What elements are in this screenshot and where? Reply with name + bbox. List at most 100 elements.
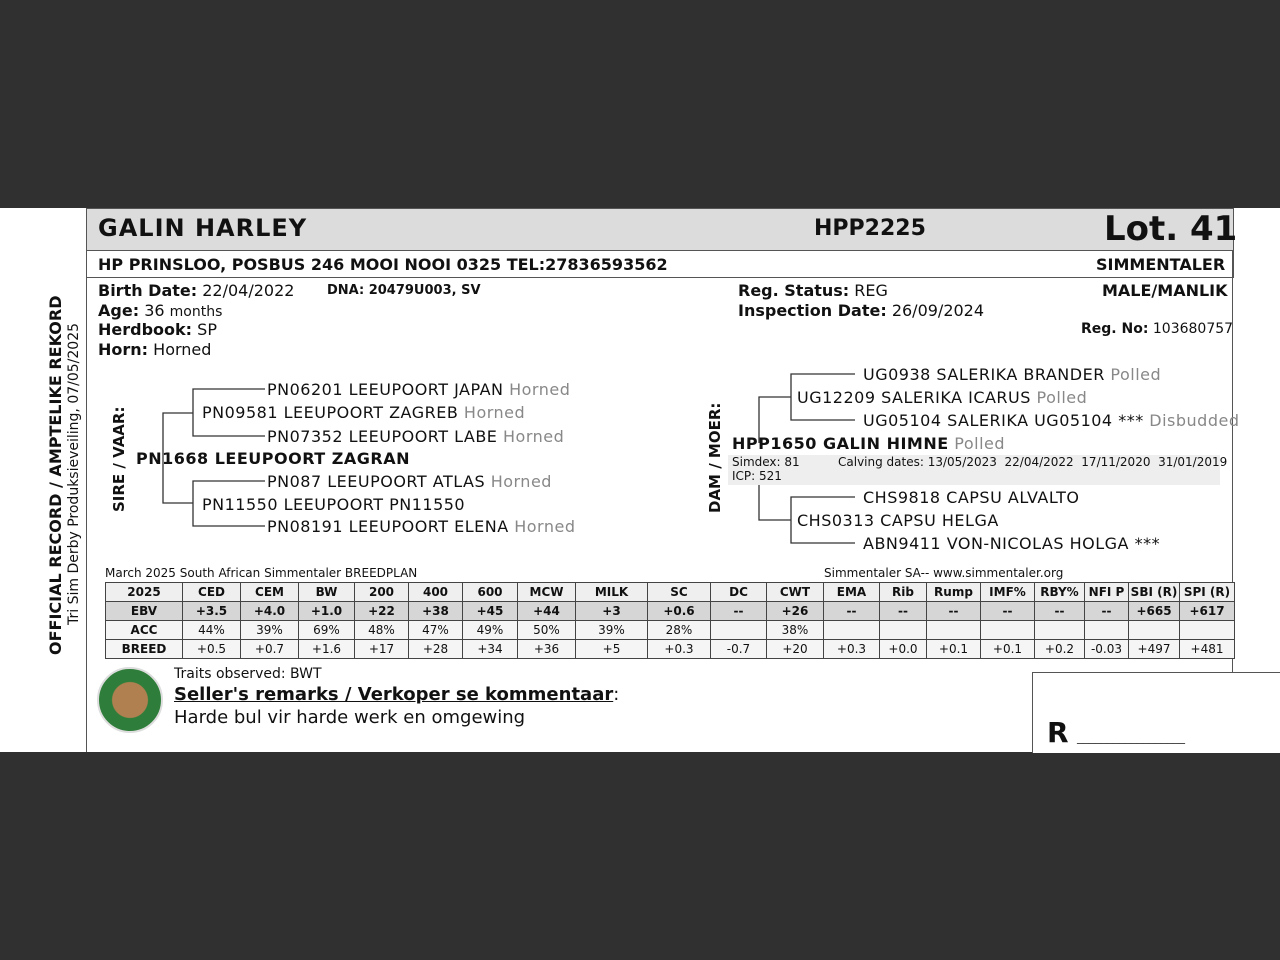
- sire-ss-horn: Horned: [509, 380, 571, 399]
- ebv-cell: +3: [575, 601, 648, 621]
- ebv-cell: +45: [462, 601, 518, 621]
- ebv-cell: --: [823, 601, 880, 621]
- reg-status-label: Reg. Status:: [738, 281, 850, 300]
- ebv-cell: EBV: [105, 601, 183, 621]
- inspection-date: 26/09/2024: [891, 301, 985, 320]
- website-caption: Simmentaler SA-- www.simmentaler.org: [824, 566, 1064, 580]
- sire-d: PN11550 LEEUPOORT PN11550: [202, 495, 466, 514]
- ebv-cell: ACC: [105, 620, 183, 640]
- ebv-cell: +44: [517, 601, 576, 621]
- herdbook-label: Herdbook:: [98, 320, 193, 339]
- price-line[interactable]: __________________: [1077, 730, 1185, 744]
- ebv-cell: --: [879, 601, 927, 621]
- ebv-cell: 47%: [408, 620, 463, 640]
- ebv-cell: [1034, 620, 1085, 640]
- ebv-cell: 39%: [575, 620, 648, 640]
- horn-label: Horn:: [98, 340, 149, 359]
- ebv-row: BREED +0.5 +0.7 +1.6 +17 +28 +34 +36 +5 +0.3 -0.7 +…: [105, 639, 1235, 659]
- reg-no: 103680757: [1152, 321, 1234, 337]
- ebv-cell: --: [1084, 601, 1129, 621]
- ebv-cell: +0.5: [182, 639, 241, 659]
- sire-ds: PN087 LEEUPOORT ATLAS: [267, 472, 486, 491]
- ebv-cell: +36: [517, 639, 576, 659]
- price-currency: R: [1047, 716, 1069, 749]
- owner-line: HP PRINSLOO, POSBUS 246 MOOI NOOI 0325 T…: [98, 255, 668, 274]
- dam-ds: CHS9818 CAPSU ALVALTO: [863, 488, 1080, 507]
- dam-s: UG12209 SALERIKA ICARUS: [797, 388, 1031, 407]
- ebv-cell: +0.7: [240, 639, 299, 659]
- breed: SIMMENTALER: [1096, 255, 1226, 274]
- ebv-cell: 50%: [517, 620, 576, 640]
- birth-label: Birth Date:: [98, 281, 198, 300]
- ebv-cell: [823, 620, 880, 640]
- ebv-cell: +665: [1128, 601, 1180, 621]
- ebv-cell: MCW: [517, 582, 576, 602]
- ebv-cell: [980, 620, 1035, 640]
- dam-sd-horn: Disbudded: [1149, 411, 1240, 430]
- ebv-cell: 49%: [462, 620, 518, 640]
- remarks-text: Harde bul vir harde werk en omgewing: [174, 707, 526, 728]
- sex: MALE/MANLIK: [1102, 281, 1228, 300]
- ebv-cell: +3.5: [182, 601, 241, 621]
- card-frame: [86, 208, 1233, 752]
- ebv-row: ACC 44% 39% 69% 48% 47% 49% 50% 39% 28% 38%: [105, 620, 1235, 640]
- ebv-cell: +4.0: [240, 601, 299, 621]
- ebv-row: 2025 CED CEM BW 200 400 600 MCW MILK SC DC CWT EMA Ri…: [105, 582, 1235, 602]
- dam-label: DAM / MOER:: [706, 402, 724, 513]
- ebv-cell: +0.6: [647, 601, 711, 621]
- ebv-cell: +28: [408, 639, 463, 659]
- age-label: Age:: [98, 301, 140, 320]
- ebv-cell: +0.2: [1034, 639, 1085, 659]
- birth-date: 22/04/2022: [202, 281, 295, 300]
- animal-name: GALIN HARLEY: [98, 214, 308, 242]
- dam-name: HPP1650 GALIN HIMNE: [732, 434, 949, 453]
- dam-simdex: Simdex: 81: [732, 455, 800, 469]
- ebv-cell: +617: [1179, 601, 1235, 621]
- ebv-cell: CWT: [766, 582, 824, 602]
- remarks-colon: :: [613, 684, 620, 705]
- ebv-cell: [926, 620, 981, 640]
- ebv-cell: +0.3: [647, 639, 711, 659]
- ebv-cell: 48%: [354, 620, 409, 640]
- dam-d: CHS0313 CAPSU HELGA: [797, 511, 999, 530]
- ebv-cell: NFI P: [1084, 582, 1129, 602]
- sire-s: PN09581 LEEUPOORT ZAGREB: [202, 403, 459, 422]
- ebv-cell: +5: [575, 639, 648, 659]
- ebv-cell: 400: [408, 582, 463, 602]
- ebv-cell: IMF%: [980, 582, 1035, 602]
- ebv-row: EBV +3.5 +4.0 +1.0 +22 +38 +45 +44 +3 +0.6 -- +26 --…: [105, 601, 1235, 621]
- ebv-cell: +17: [354, 639, 409, 659]
- ebv-cell: Rump: [926, 582, 981, 602]
- simmentaler-logo: [97, 667, 163, 733]
- ebv-cell: 39%: [240, 620, 299, 640]
- animal-code: HPP2225: [814, 216, 926, 241]
- ebv-cell: 28%: [647, 620, 711, 640]
- age: 36: [144, 301, 165, 320]
- ebv-table: 2025 CED CEM BW 200 400 600 MCW MILK SC DC CWT EMA Ri…: [105, 582, 1235, 659]
- ebv-cell: [1128, 620, 1180, 640]
- ebv-cell: +22: [354, 601, 409, 621]
- ebv-cell: -0.7: [710, 639, 767, 659]
- ebv-cell: [710, 620, 767, 640]
- ebv-cell: +497: [1128, 639, 1180, 659]
- ebv-cell: +0.3: [823, 639, 880, 659]
- ebv-cell: 2025: [105, 582, 183, 602]
- ebv-cell: +1.6: [298, 639, 355, 659]
- sire-ss: PN06201 LEEUPOORT JAPAN: [267, 380, 504, 399]
- sire-tree-lines: [162, 388, 265, 527]
- dam-tree-lines: [758, 373, 855, 544]
- sire-sd: PN07352 LEEUPOORT LABE: [267, 427, 498, 446]
- ebv-cell: --: [710, 601, 767, 621]
- sire-label: SIRE / VAAR:: [110, 406, 128, 512]
- ebv-cell: +0.0: [879, 639, 927, 659]
- header-bar: [86, 208, 1234, 251]
- ebv-cell: -0.03: [1084, 639, 1129, 659]
- ebv-cell: BREED: [105, 639, 183, 659]
- ebv-cell: +0.1: [980, 639, 1035, 659]
- reg-no-label: Reg. No:: [1081, 321, 1149, 337]
- price-box[interactable]: [1032, 672, 1280, 753]
- dam-sd: UG05104 SALERIKA UG05104 ***: [863, 411, 1144, 430]
- inspection-label: Inspection Date:: [738, 301, 887, 320]
- ebv-cell: +0.1: [926, 639, 981, 659]
